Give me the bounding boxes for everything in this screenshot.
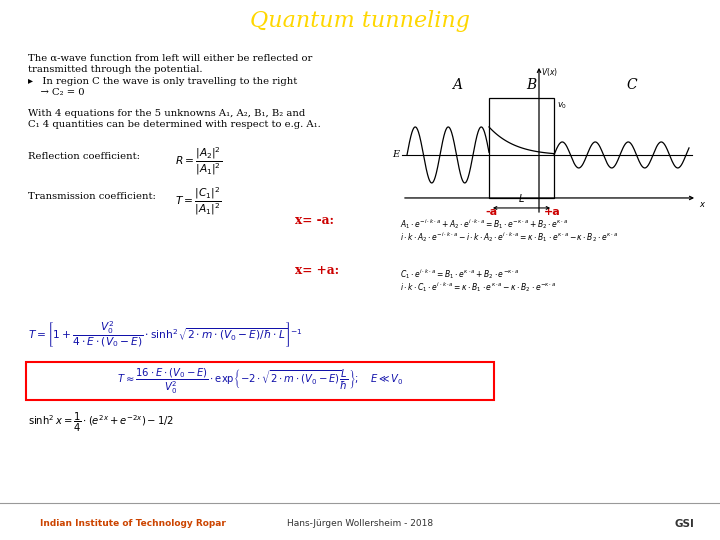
Bar <box>489 98 554 198</box>
Text: -a: -a <box>485 207 497 217</box>
Text: GSI: GSI <box>675 519 695 529</box>
Text: Transmission coefficient:: Transmission coefficient: <box>28 192 156 201</box>
Bar <box>26 362 494 400</box>
Text: $i\cdot k\cdot C_1 \cdot e^{i\cdot k\cdot a} = \kappa\cdot B_1 \cdot e^{\kappa\c: $i\cdot k\cdot C_1 \cdot e^{i\cdot k\cdo… <box>400 280 557 294</box>
Text: $A_1 \cdot e^{-i\cdot k\cdot a} + A_2 \cdot e^{i\cdot k\cdot a} = B_1 \cdot e^{-: $A_1 \cdot e^{-i\cdot k\cdot a} + A_2 \c… <box>400 217 569 231</box>
Text: $i\cdot k\cdot A_2 \cdot e^{-i\cdot k\cdot a} - i\cdot k\cdot A_2 \cdot e^{i\cdo: $i\cdot k\cdot A_2 \cdot e^{-i\cdot k\cd… <box>400 230 618 244</box>
Text: $L$: $L$ <box>518 192 525 204</box>
Text: $V(x)$: $V(x)$ <box>541 66 558 78</box>
Text: $v_0$: $v_0$ <box>557 100 567 111</box>
Text: C: C <box>626 78 637 92</box>
Text: C₁ 4 quantities can be determined with respect to e.g. A₁.: C₁ 4 quantities can be determined with r… <box>28 120 320 130</box>
Text: With 4 equations for the 5 unknowns A₁, A₂, B₁, B₂ and: With 4 equations for the 5 unknowns A₁, … <box>28 109 305 118</box>
Text: Reflection coefficient:: Reflection coefficient: <box>28 152 140 161</box>
Text: Quantum tunneling: Quantum tunneling <box>250 10 470 32</box>
Text: → C₂ = 0: → C₂ = 0 <box>28 89 85 97</box>
Text: $x$: $x$ <box>699 200 706 209</box>
Text: ▸   In region C the wave is only travelling to the right: ▸ In region C the wave is only travellin… <box>28 77 297 86</box>
Text: $\sinh^2 x = \dfrac{1}{4} \cdot (e^{2x} + e^{-2x}) - 1/2$: $\sinh^2 x = \dfrac{1}{4} \cdot (e^{2x} … <box>28 411 174 434</box>
Text: The α-wave function from left will either be reflected or: The α-wave function from left will eithe… <box>28 54 312 63</box>
Text: $C_1 \cdot e^{i\cdot k\cdot a} = B_1 \cdot e^{\kappa\cdot a} + B_2 \cdot e^{-\ka: $C_1 \cdot e^{i\cdot k\cdot a} = B_1 \cd… <box>400 267 519 281</box>
Text: $T = \left[1 + \dfrac{V_0^2}{4 \cdot E \cdot (V_0-E)} \cdot \sinh^2\sqrt{2 \cdot: $T = \left[1 + \dfrac{V_0^2}{4 \cdot E \… <box>28 319 303 349</box>
Text: E: E <box>392 151 399 159</box>
Text: B: B <box>526 78 536 92</box>
Text: A: A <box>452 78 462 92</box>
Text: $T \approx \dfrac{16 \cdot E \cdot (V_0-E)}{V_0^2} \cdot \exp\!\left\{-2 \cdot \: $T \approx \dfrac{16 \cdot E \cdot (V_0-… <box>117 366 403 396</box>
Text: $R = \dfrac{|A_2|^2}{|A_1|^2}$: $R = \dfrac{|A_2|^2}{|A_1|^2}$ <box>175 145 222 177</box>
Text: x= -a:: x= -a: <box>295 214 334 227</box>
Text: $T = \dfrac{|C_1|^2}{|A_1|^2}$: $T = \dfrac{|C_1|^2}{|A_1|^2}$ <box>175 185 221 217</box>
Text: x= +a:: x= +a: <box>295 264 339 277</box>
Text: Indian Institute of Technology Ropar: Indian Institute of Technology Ropar <box>40 519 225 528</box>
Text: Hans-Jürgen Wollersheim - 2018: Hans-Jürgen Wollersheim - 2018 <box>287 519 433 528</box>
Text: +a: +a <box>544 207 560 217</box>
Text: transmitted through the potential.: transmitted through the potential. <box>28 65 202 75</box>
